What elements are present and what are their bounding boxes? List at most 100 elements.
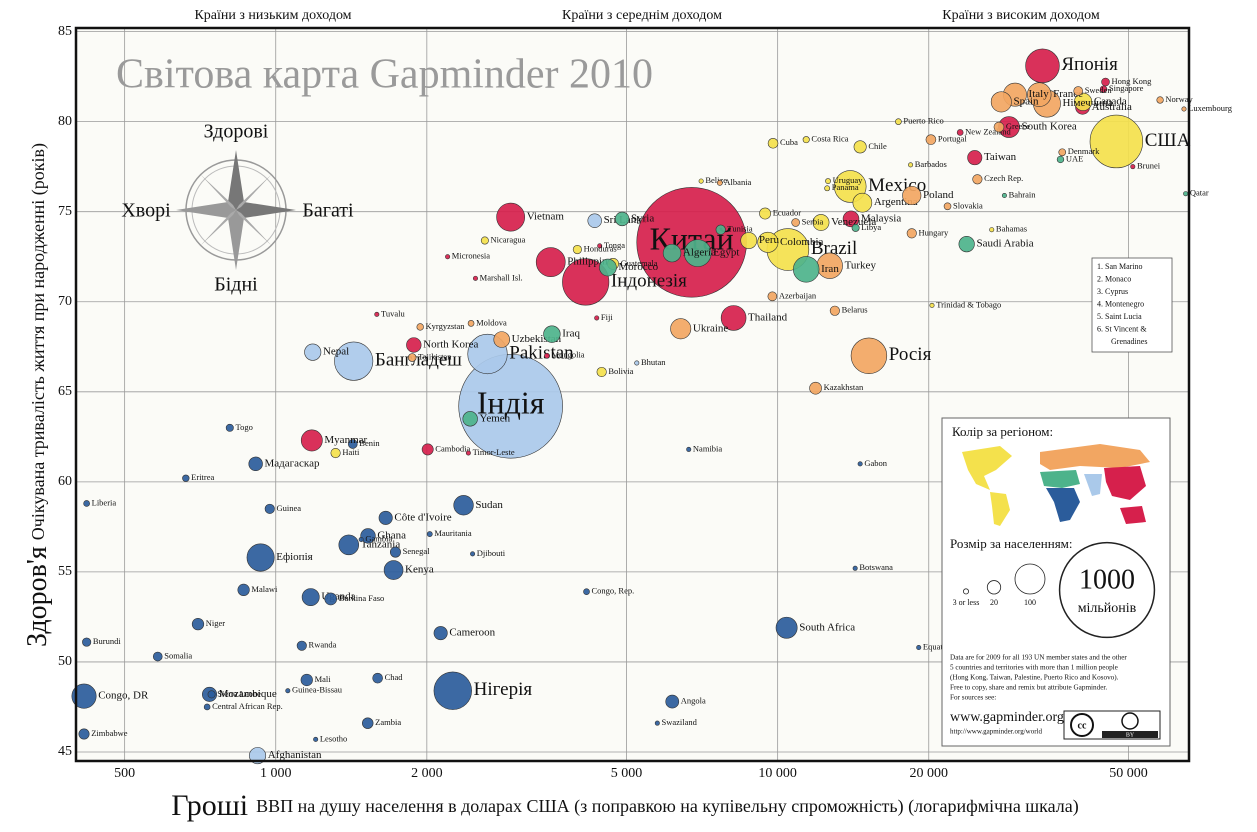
bubble-label: South Korea xyxy=(1021,121,1076,133)
bubble-label: Ghana xyxy=(377,529,406,541)
bubble-label: Bahamas xyxy=(996,224,1027,234)
bubble-label: Niger xyxy=(206,618,226,628)
bubble-label: Belize xyxy=(705,175,727,185)
x-axis-label: Гроші ВВП на душу населення в доларах США… xyxy=(171,789,1079,822)
bubble-label: Hong Kong xyxy=(1111,76,1152,86)
footnote-line: (Hong Kong, Taiwan, Palestine, Puerto Ri… xyxy=(950,674,1119,682)
bubble xyxy=(358,536,364,542)
bubble-label: Puerto Rico xyxy=(903,116,943,126)
bubble xyxy=(654,720,660,726)
bubble xyxy=(852,192,873,213)
bubble xyxy=(152,651,163,662)
bubble xyxy=(407,353,417,362)
bubble xyxy=(1183,191,1189,197)
bubble-label: Kazakhstan xyxy=(824,382,864,392)
bubble xyxy=(775,616,798,639)
bubble-label: Kyrgyzstan xyxy=(426,321,466,331)
bubble-label: Iran xyxy=(821,263,839,275)
bubble-label: Slovakia xyxy=(953,200,983,210)
license-icon xyxy=(1121,712,1139,730)
bubble-label: Botswana xyxy=(859,562,893,572)
bubble-label: Portugal xyxy=(938,134,967,144)
footnote-line: Data are for 2009 for all 193 UN member … xyxy=(950,654,1127,662)
bubble-label: Norway xyxy=(1165,94,1193,104)
bubble xyxy=(203,703,211,711)
bubble xyxy=(791,218,800,227)
bubble-label: Benin xyxy=(359,438,380,448)
footnote: Data are for 2009 for all 193 UN member … xyxy=(950,654,1127,702)
bubble-label: Morocco xyxy=(618,261,658,273)
bubble xyxy=(562,258,610,306)
bubble-label: Brazil xyxy=(811,238,857,259)
bubble xyxy=(1001,192,1007,198)
compass-point xyxy=(228,150,244,210)
y-tick-label: 75 xyxy=(58,204,72,219)
x-axis-label-main: Гроші xyxy=(171,789,248,822)
income-label: Країни з середнім доходом xyxy=(562,8,722,23)
bubble xyxy=(246,543,275,572)
bubble-label: Somalia xyxy=(164,650,192,660)
bubble-label: Gambia xyxy=(365,533,392,543)
bubble xyxy=(1027,82,1052,107)
bubble xyxy=(338,534,360,556)
compass-label: Багаті xyxy=(302,200,354,222)
map-region xyxy=(1104,466,1146,500)
bubble-label: Burundi xyxy=(93,636,122,646)
bubble xyxy=(372,672,383,684)
bubble-label: Denmark xyxy=(1068,146,1100,156)
bubble xyxy=(759,207,772,220)
bubble-label: Algeria xyxy=(683,247,716,259)
bubble-label: Cuba xyxy=(780,137,798,147)
bubble xyxy=(596,366,607,378)
bubble xyxy=(330,447,341,459)
bubble-label: Libya xyxy=(861,222,881,232)
bubble xyxy=(406,337,422,353)
bubble xyxy=(1056,155,1065,164)
bubble xyxy=(535,247,566,277)
bubble xyxy=(972,174,983,185)
bubble-label: Chile xyxy=(868,141,887,151)
bubble xyxy=(989,227,995,233)
bubble-label: Guatemala xyxy=(621,258,658,268)
bubble xyxy=(715,224,726,235)
bubble xyxy=(1156,96,1164,104)
bubble-label: Barbados xyxy=(915,159,947,169)
bubble xyxy=(225,423,234,432)
bubble-label: Мадагаскар xyxy=(265,457,320,469)
bubble xyxy=(1181,106,1187,112)
bubble xyxy=(594,315,600,321)
bubble xyxy=(301,588,320,607)
bubble-label: Luxembourg xyxy=(1188,103,1233,113)
y-tick-label: 65 xyxy=(58,384,72,399)
bubble xyxy=(374,311,380,317)
bubble-label: Vietnam xyxy=(527,211,565,223)
bubble-label: Eritrea xyxy=(191,472,214,482)
size-legend-circle xyxy=(963,588,969,595)
compass xyxy=(176,150,296,270)
size-legend-circle xyxy=(1014,563,1046,595)
license-text: BY xyxy=(1126,732,1135,738)
bubble-label: Guinea xyxy=(277,503,302,513)
bubble xyxy=(378,510,393,525)
bubble xyxy=(78,728,90,740)
bubble xyxy=(716,179,723,186)
bubble-label: Nicaragua xyxy=(491,234,526,244)
bubble-label: Costa Rica xyxy=(811,134,848,144)
bubble xyxy=(334,341,374,381)
bubble xyxy=(453,495,474,516)
size-legend: 3 or less 20 100 1000 мільйонів xyxy=(953,541,1156,639)
bubble xyxy=(300,673,313,687)
footnote-line: Free to copy, share and remix but attrib… xyxy=(950,684,1107,692)
compass-label: Бідні xyxy=(214,274,258,296)
bubble xyxy=(1101,77,1110,87)
bubble xyxy=(767,137,779,149)
bubble-label: UAE xyxy=(1066,153,1083,163)
bubble xyxy=(426,531,433,537)
bubble xyxy=(990,91,1012,113)
note: Grenadines xyxy=(1111,337,1147,346)
bubble xyxy=(1130,164,1136,170)
bubble-label: Індія xyxy=(477,385,545,421)
bubble xyxy=(929,302,935,308)
